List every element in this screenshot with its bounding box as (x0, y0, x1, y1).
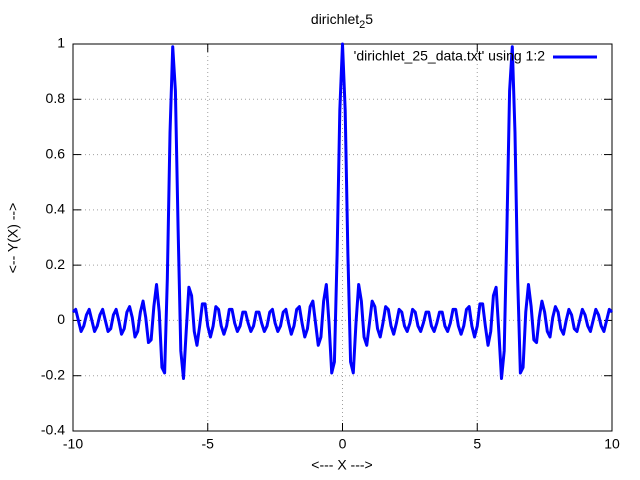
y-tick-label: 0.2 (46, 256, 66, 272)
y-tick-label: 0.8 (46, 90, 66, 106)
legend-label: 'dirichlet_25_data.txt' using 1:2 (354, 48, 546, 64)
y-tick-label: 0.6 (46, 145, 66, 161)
y-tick-label: 0.4 (46, 201, 66, 217)
y-tick-label: -0.4 (41, 422, 65, 438)
x-tick-label: -5 (202, 436, 215, 452)
title-main: dirichlet (311, 11, 359, 27)
y-tick-label: 0 (57, 311, 65, 327)
y-tick-label: 1 (57, 35, 65, 51)
data-line (71, 42, 614, 380)
x-tick-label: 5 (473, 436, 481, 452)
x-tick-label: 0 (339, 436, 347, 452)
x-axis-label: <--- X ---> (311, 457, 372, 473)
title-subscript: 2 (359, 19, 365, 31)
title-tail: 5 (365, 11, 373, 27)
x-tick-label: -10 (63, 436, 83, 452)
y-axis-label: <-- Y(X) --> (5, 203, 21, 274)
chart-title: dirichlet25 (311, 11, 373, 31)
x-tick-label: 10 (604, 436, 620, 452)
y-tick-label: -0.2 (41, 366, 65, 382)
